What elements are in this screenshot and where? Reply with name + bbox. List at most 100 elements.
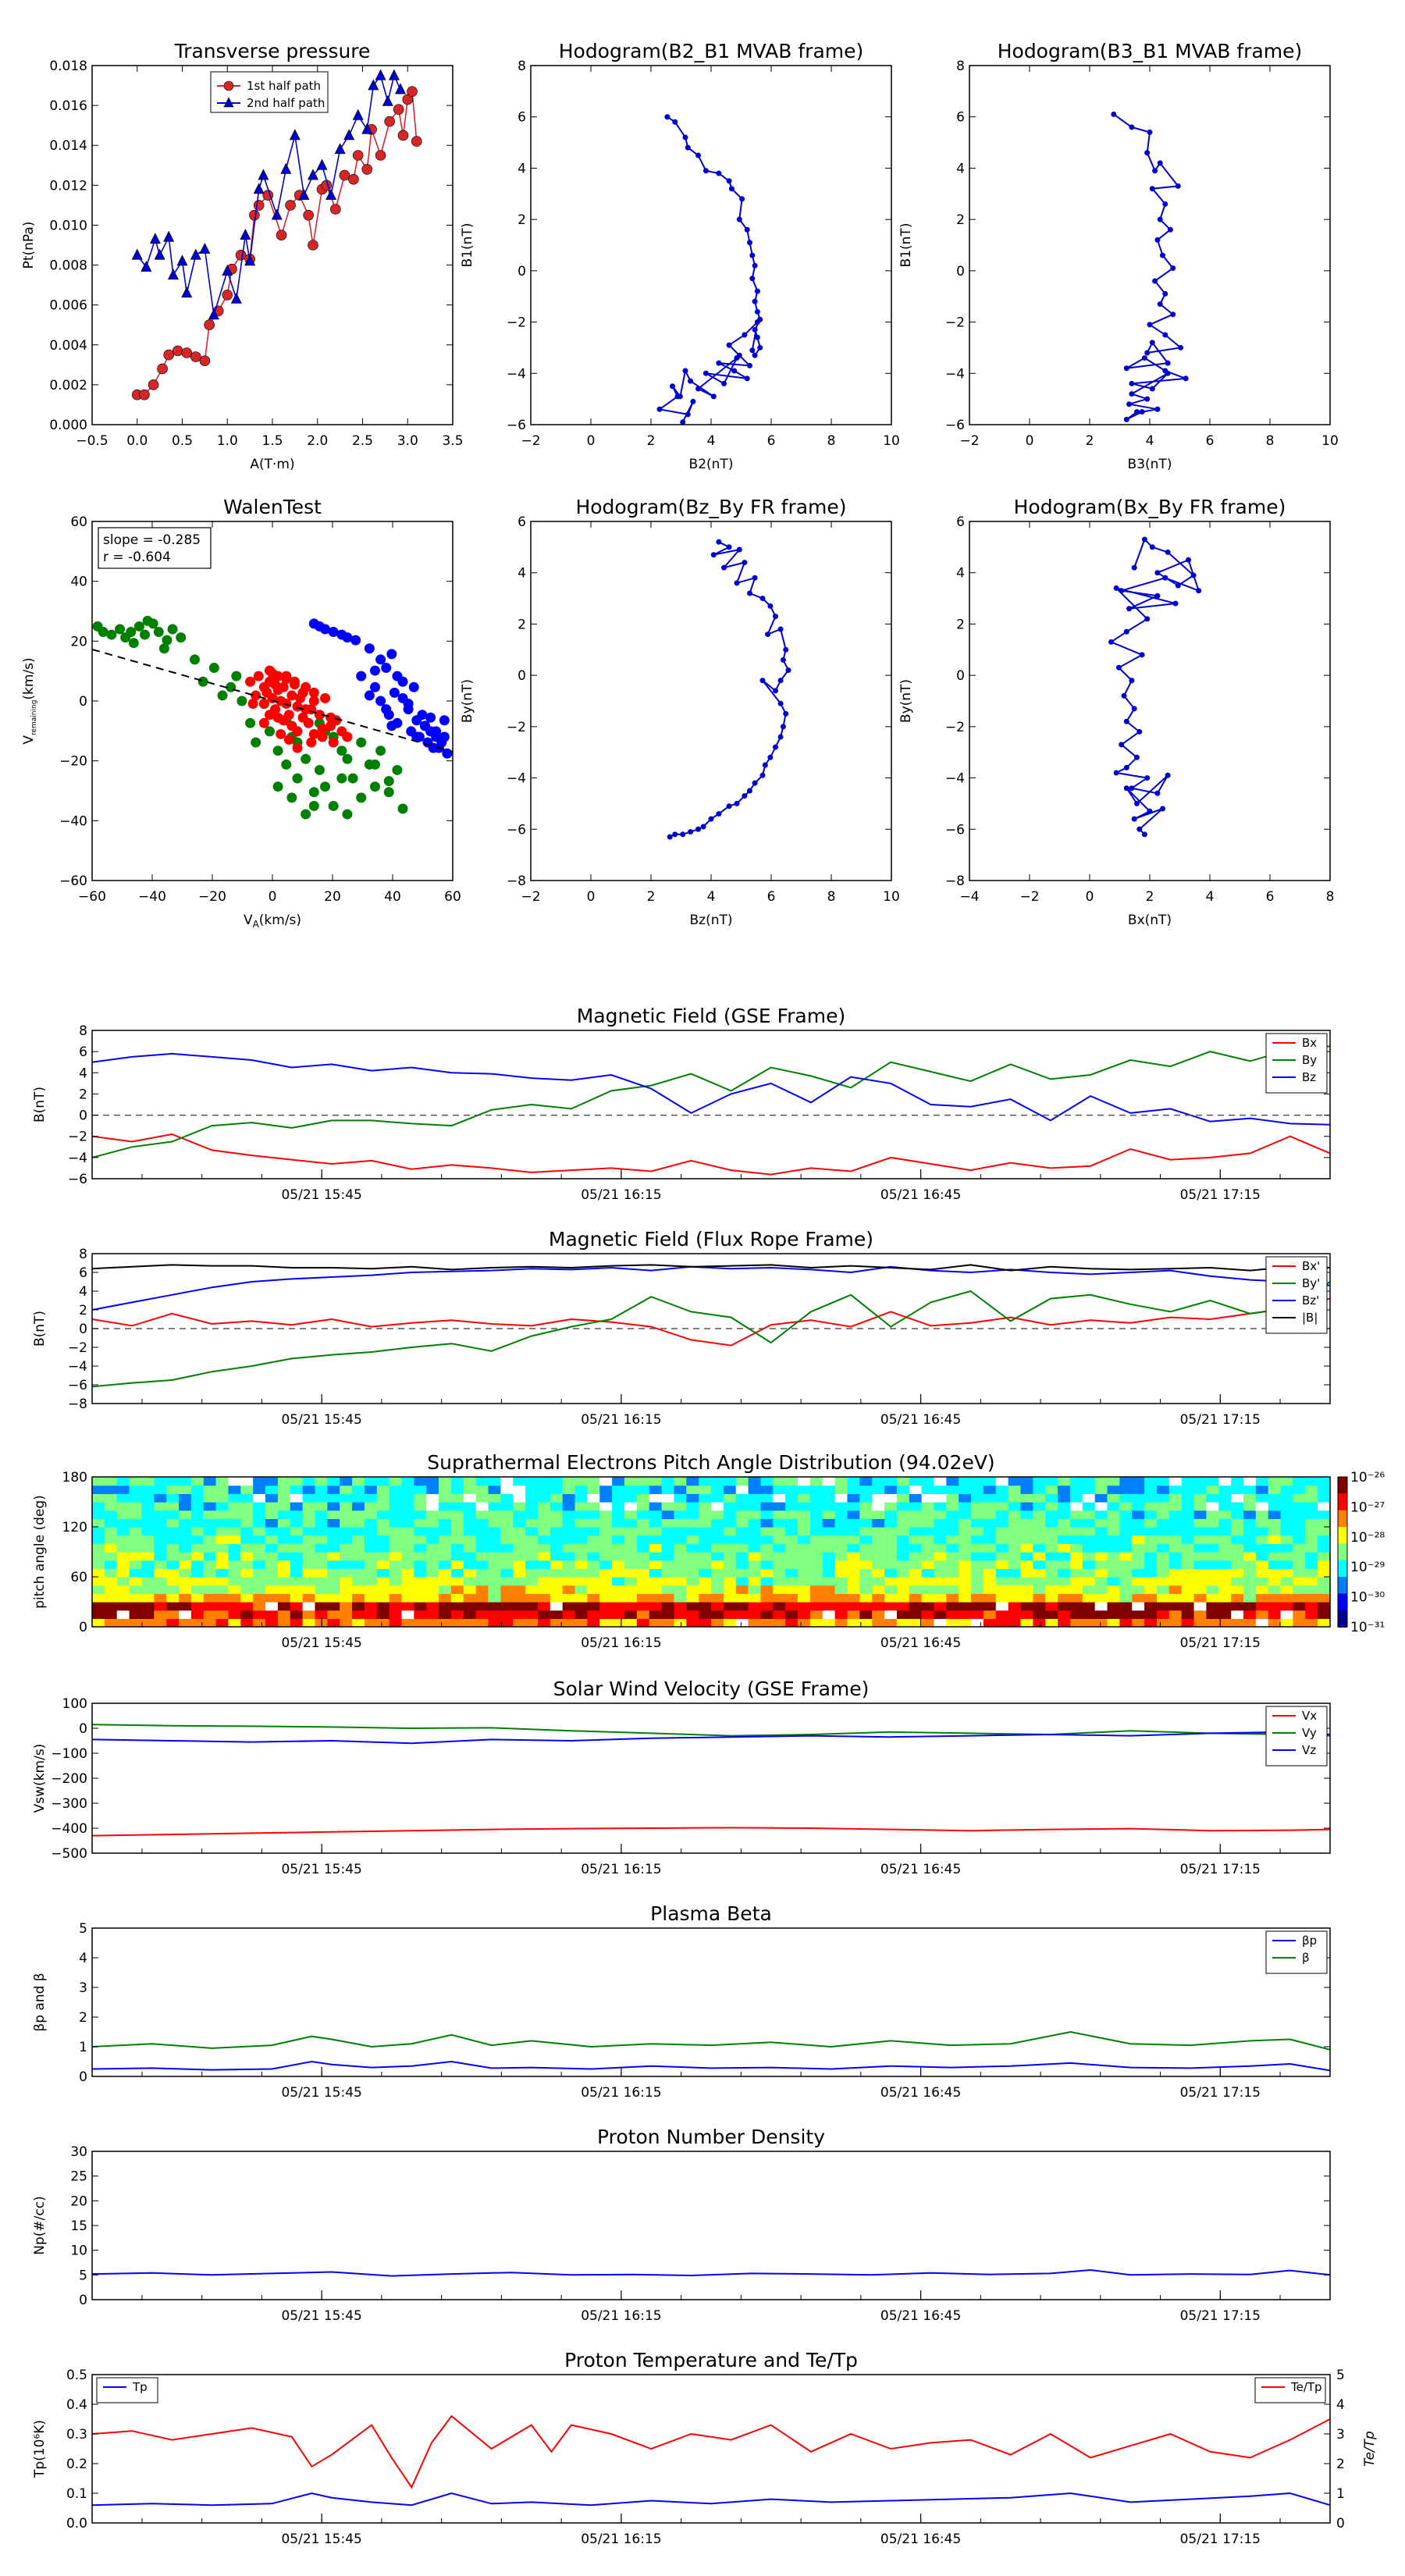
heatmap-cell — [1318, 1610, 1330, 1619]
heatmap-cell — [364, 1518, 378, 1528]
heatmap-cell — [934, 1585, 947, 1594]
heatmap-cell — [847, 1593, 860, 1603]
heatmap-cell — [1107, 1502, 1120, 1511]
heatmap-cell — [550, 1618, 564, 1627]
heatmap-cell — [847, 1618, 860, 1627]
data-point — [710, 552, 717, 558]
heatmap-cell — [215, 1610, 229, 1619]
heatmap-cell — [735, 1543, 749, 1553]
heatmap-cell — [1033, 1477, 1046, 1486]
heatmap-cell — [587, 1543, 600, 1553]
heatmap-cell — [587, 1535, 600, 1544]
heatmap-cell — [674, 1602, 687, 1611]
heatmap-cell — [995, 1577, 1009, 1586]
data-point — [747, 788, 752, 794]
heatmap-cell — [760, 1602, 774, 1611]
y-tick-label: −400 — [51, 1821, 87, 1837]
heatmap-cell — [1008, 1577, 1022, 1586]
heatmap-cell — [228, 1593, 241, 1603]
heatmap-cell — [735, 1618, 749, 1627]
heatmap-cell — [1020, 1552, 1033, 1561]
heatmap-cell — [946, 1618, 959, 1627]
heatmap-cell — [859, 1585, 873, 1594]
heatmap-cell — [1144, 1602, 1158, 1611]
heatmap-cell — [1280, 1510, 1294, 1519]
heatmap-cell — [946, 1543, 959, 1553]
y-tick-label: 5 — [79, 1921, 87, 1937]
y-tick-label: 180 — [62, 1470, 87, 1485]
heatmap-cell — [562, 1585, 576, 1594]
heatmap-cell — [599, 1543, 613, 1553]
heatmap-cell — [884, 1568, 898, 1578]
heatmap-cell — [748, 1527, 762, 1536]
heatmap-cell — [1045, 1602, 1058, 1611]
heatmap-cell — [574, 1493, 588, 1503]
heatmap-cell — [1293, 1477, 1306, 1486]
heatmap-cell — [190, 1618, 205, 1627]
heatmap-cell — [1156, 1510, 1170, 1519]
heatmap-cell — [525, 1577, 539, 1586]
data-point — [176, 632, 187, 643]
heatmap-cell — [92, 1493, 105, 1503]
heatmap-cell — [798, 1552, 811, 1561]
colorbar-label: 10⁻²⁶ — [1350, 1470, 1385, 1485]
heatmap-cell — [450, 1518, 464, 1528]
heatmap-cell — [104, 1568, 118, 1578]
heatmap-cell — [574, 1560, 588, 1569]
heatmap-cell — [1280, 1527, 1294, 1536]
heatmap-cell — [376, 1585, 390, 1594]
data-point — [754, 288, 760, 294]
heatmap-cell — [1293, 1585, 1306, 1594]
heatmap-cell — [488, 1477, 501, 1486]
x-axis-label-unit: (km/s) — [259, 913, 301, 928]
heatmap-cell — [809, 1493, 823, 1503]
x-tick-label: 05/21 16:45 — [880, 1862, 961, 1877]
data-point — [777, 734, 784, 740]
heatmap-cell — [1156, 1493, 1170, 1503]
heatmap-cell — [884, 1610, 898, 1619]
heatmap-cell — [587, 1602, 600, 1611]
heatmap-cell — [327, 1535, 340, 1544]
x-tick-label: −2 — [1019, 889, 1039, 905]
heatmap-cell — [352, 1610, 365, 1619]
heatmap-cell — [723, 1527, 737, 1536]
heatmap-cell — [995, 1493, 1009, 1503]
heatmap-cell — [340, 1485, 353, 1494]
heatmap-cell — [290, 1485, 304, 1494]
heatmap-cell — [587, 1477, 600, 1486]
heatmap-cell — [352, 1602, 365, 1611]
y-axis-label: By(nT) — [898, 679, 914, 723]
heatmap-cell — [748, 1535, 762, 1544]
heatmap-cell — [166, 1502, 180, 1511]
legend-marker — [223, 97, 234, 108]
heatmap-cell — [1181, 1502, 1195, 1511]
heatmap-cell — [995, 1477, 1009, 1486]
heatmap-cell — [785, 1527, 799, 1536]
heatmap-cell — [302, 1527, 316, 1536]
heatmap-cell — [154, 1568, 167, 1578]
heatmap-cell — [1193, 1535, 1207, 1544]
heatmap-cell — [1268, 1477, 1282, 1486]
heatmap-cell — [1181, 1477, 1195, 1486]
heatmap-cell — [1305, 1543, 1318, 1553]
heatmap-cell — [203, 1585, 217, 1594]
heatmap-cell — [450, 1593, 464, 1603]
data-point — [1134, 800, 1140, 806]
heatmap-cell — [439, 1602, 452, 1611]
heatmap-cell — [946, 1552, 959, 1561]
data-point — [726, 342, 732, 348]
data-point — [190, 351, 201, 362]
heatmap-cell — [1156, 1552, 1170, 1561]
heatmap-cell — [389, 1568, 403, 1578]
heatmap-cell — [686, 1535, 699, 1544]
heatmap-cell — [562, 1527, 576, 1536]
plot-frame — [91, 1476, 1331, 1628]
x-tick-label: 3.0 — [397, 433, 418, 449]
heatmap-cell — [401, 1577, 414, 1586]
heatmap-cell — [116, 1577, 130, 1586]
data-point — [1113, 770, 1119, 776]
data-point — [1129, 678, 1135, 684]
heatmap-cell — [1119, 1560, 1133, 1569]
series-bz — [92, 1052, 1330, 1126]
heatmap-cell — [1156, 1602, 1170, 1611]
